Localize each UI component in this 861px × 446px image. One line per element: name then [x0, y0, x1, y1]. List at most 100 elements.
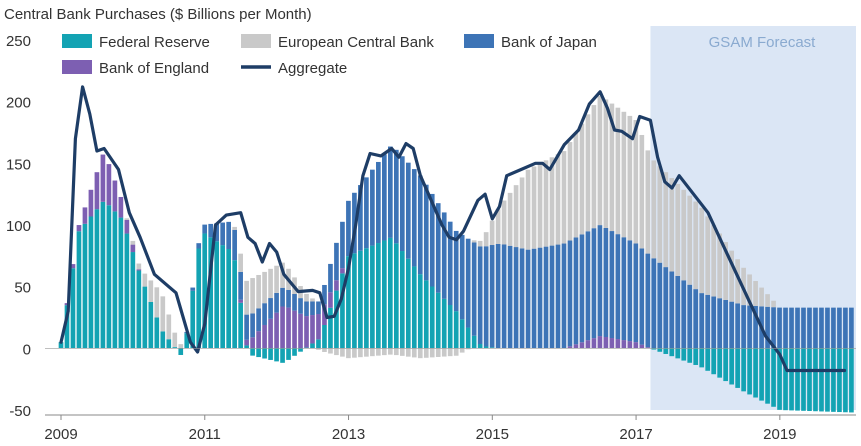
bar-boj: [843, 307, 848, 349]
bar-boj: [340, 221, 345, 269]
bar-fed: [801, 348, 806, 411]
bar-ecb: [136, 263, 142, 270]
bar-ecb: [765, 294, 770, 307]
bar-fed: [106, 205, 112, 349]
bar-fed: [298, 348, 303, 352]
bar-fed: [220, 245, 226, 349]
bar-ecb: [675, 183, 681, 276]
bar-ecb: [393, 348, 399, 356]
bar-boj: [819, 307, 824, 349]
bar-fed: [735, 348, 740, 388]
y-tick-label: 0: [23, 341, 31, 358]
bar-ecb: [543, 160, 549, 247]
bar-fed: [118, 217, 124, 349]
bar-boj: [543, 246, 549, 349]
bar-boj: [441, 212, 447, 299]
bar-boj: [495, 243, 501, 349]
bar-fed: [322, 325, 327, 349]
bar-boj: [789, 307, 794, 349]
bar-boe: [621, 340, 627, 349]
bar-ecb: [154, 287, 160, 318]
axes: 250 200 150 100 50 0 -50 2009 2011 2013 2015 2017 20…: [6, 33, 856, 443]
bar-boj: [663, 267, 669, 349]
chart-title: Central Bank Purchases ($ Billions per M…: [4, 6, 312, 23]
bar-boj: [723, 299, 728, 349]
bar-fed: [687, 348, 693, 363]
bar-fed: [807, 348, 812, 412]
bar-fed: [136, 270, 142, 349]
bar-fed: [651, 348, 657, 350]
bar-ecb: [178, 344, 184, 349]
bar-fed: [64, 305, 70, 349]
bar-boe: [585, 340, 591, 349]
bar-boj: [435, 203, 441, 293]
bar-fed: [310, 343, 315, 349]
bar-boe: [280, 306, 285, 349]
bar-fed: [675, 348, 681, 359]
bar-boj: [591, 228, 597, 339]
forecast-label: GSAM Forecast: [709, 34, 817, 51]
bar-boj: [597, 225, 603, 337]
bar-fed: [447, 305, 453, 349]
bar-boj: [741, 305, 746, 349]
bar-boj: [717, 298, 722, 349]
bar-ecb: [651, 160, 657, 259]
bar-ecb: [489, 220, 495, 246]
bar-boe: [591, 338, 597, 349]
bar-boj: [849, 307, 854, 349]
bar-ecb: [579, 123, 585, 235]
bar-boj: [286, 289, 291, 308]
bar-ecb: [693, 201, 699, 290]
bar-boe: [310, 315, 315, 344]
bar-boj: [238, 271, 243, 300]
bar-ecb: [495, 209, 501, 244]
bar-boj: [483, 246, 489, 347]
bar-fed: [274, 348, 279, 362]
bar-fed: [232, 260, 237, 349]
bar-fed: [459, 319, 465, 349]
bar-fed: [268, 348, 273, 360]
bar-boe: [88, 189, 94, 217]
bar-ecb: [723, 242, 728, 300]
bar-fed: [789, 348, 794, 411]
x-tick-label: 2017: [619, 426, 652, 443]
bar-fed: [453, 311, 459, 349]
bar-fed: [178, 348, 184, 355]
bar-boj: [399, 156, 405, 252]
bar-fed: [112, 211, 118, 349]
bar-boj: [214, 223, 220, 242]
bar-ecb: [346, 348, 351, 359]
bar-fed: [214, 241, 220, 349]
bar-boj: [771, 307, 776, 349]
bar-fed: [843, 348, 848, 413]
bar-fed: [705, 348, 711, 371]
bar-boe: [328, 292, 333, 308]
bars: [58, 95, 854, 413]
bar-ecb: [148, 280, 154, 302]
bar-boe: [292, 310, 297, 349]
bar-ecb: [124, 218, 130, 220]
bar-ecb: [657, 166, 663, 263]
bar-boe: [130, 244, 136, 253]
y-tick-label: 50: [14, 280, 31, 297]
bar-ecb: [585, 114, 591, 232]
bar-fed: [813, 348, 818, 412]
bar-ecb: [591, 105, 597, 229]
bar-boe: [274, 312, 279, 349]
bar-boj: [681, 280, 687, 349]
bar-boj: [202, 224, 208, 234]
bar-boe: [567, 346, 573, 349]
bar-fed: [405, 258, 411, 349]
bar-fed: [399, 251, 405, 349]
x-tick-label: 2019: [763, 426, 796, 443]
bar-boj: [465, 238, 471, 328]
bar-fed: [483, 346, 489, 349]
bar-ecb: [471, 240, 477, 243]
bar-boj: [501, 244, 507, 349]
bar-ecb: [411, 348, 417, 358]
bar-boj: [735, 303, 740, 349]
bar-ecb: [376, 348, 381, 356]
legend-label: Federal Reserve: [99, 34, 210, 51]
bar-fed: [723, 348, 728, 382]
